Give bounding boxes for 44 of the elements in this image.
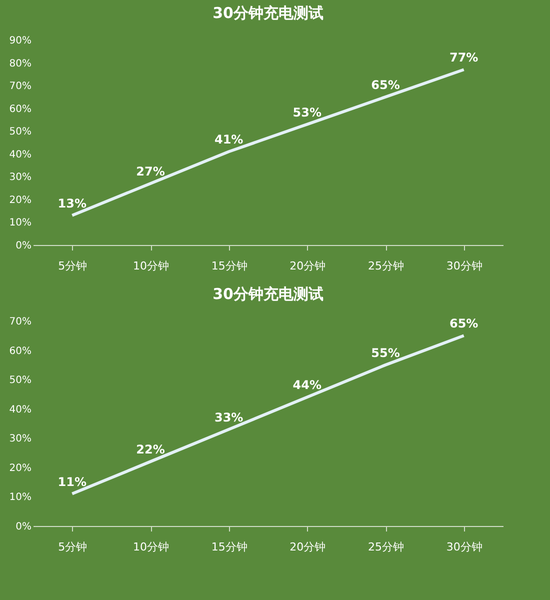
data-label: 77%: [449, 50, 478, 65]
y-tick-label: 70%: [9, 316, 32, 328]
y-tick-label: 10%: [9, 218, 32, 229]
y-tick-label: 70%: [9, 81, 32, 92]
y-tick-label: 10%: [9, 492, 32, 504]
data-label: 13%: [58, 196, 87, 210]
data-label: 33%: [214, 410, 244, 424]
x-tick-label: 20分钟: [290, 260, 326, 272]
y-tick-label: 30%: [9, 434, 32, 445]
chart-title: 30分钟充电测试: [212, 4, 324, 22]
y-tick-label: 50%: [9, 126, 32, 138]
x-tick-label: 5分钟: [58, 540, 88, 554]
x-tick-label: 30分钟: [446, 540, 482, 554]
y-tick-label: 60%: [9, 104, 32, 115]
x-tick-label: 10分钟: [133, 260, 169, 272]
data-label: 55%: [371, 346, 400, 360]
y-tick-label: 80%: [9, 58, 32, 70]
chart-title: 30分钟充电测试: [212, 285, 324, 303]
y-tick-label: 20%: [9, 194, 32, 206]
data-label: 53%: [292, 105, 322, 120]
x-tick-label: 5分钟: [58, 260, 88, 272]
data-label: 22%: [136, 442, 165, 457]
x-tick-label: 15分钟: [211, 260, 248, 272]
y-tick-label: 90%: [9, 36, 32, 46]
x-tick-label: 30分钟: [446, 260, 482, 272]
y-tick-label: 40%: [9, 149, 32, 160]
data-label: 44%: [292, 378, 322, 392]
x-tick-label: 10分钟: [133, 540, 169, 554]
y-tick-label: 50%: [9, 375, 32, 386]
x-tick-label: 15分钟: [211, 540, 248, 554]
y-tick-label: 60%: [9, 346, 32, 357]
y-tick-label: 40%: [9, 404, 32, 416]
y-tick-label: 20%: [9, 462, 32, 474]
data-label: 41%: [214, 132, 244, 147]
y-tick-label: 30%: [9, 172, 32, 184]
x-tick-label: 25分钟: [368, 540, 404, 554]
y-tick-label: 0%: [16, 240, 32, 252]
x-tick-label: 20分钟: [290, 540, 326, 554]
data-label: 65%: [449, 316, 478, 331]
data-label: 65%: [371, 78, 400, 92]
data-label: 11%: [58, 474, 87, 489]
x-tick-label: 25分钟: [368, 260, 404, 272]
y-tick-label: 0%: [16, 522, 32, 532]
data-label: 27%: [136, 164, 165, 178]
